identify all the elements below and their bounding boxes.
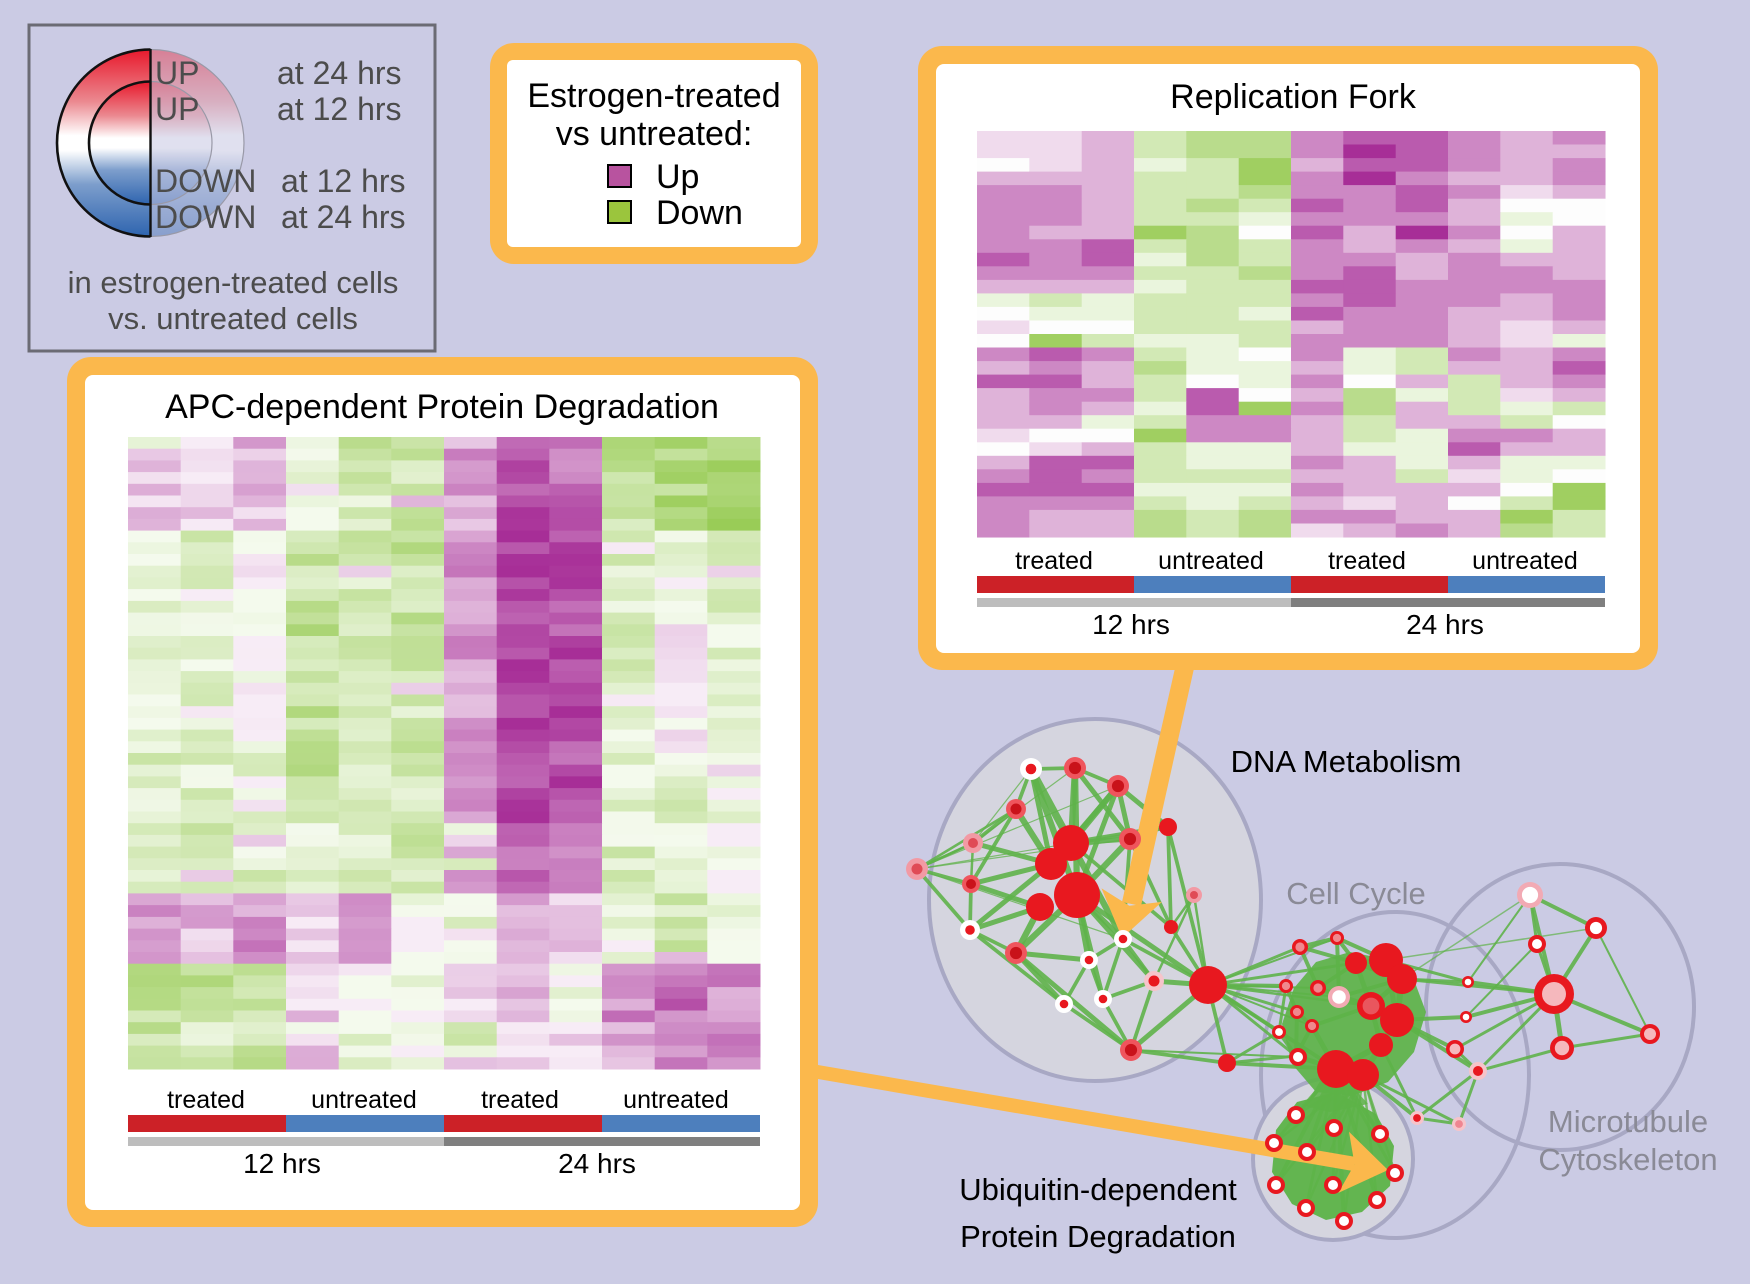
- svg-text:treated: treated: [167, 1086, 245, 1114]
- svg-text:treated: treated: [1328, 547, 1406, 575]
- svg-text:UP: UP: [155, 91, 199, 127]
- svg-text:vs. untreated cells: vs. untreated cells: [108, 301, 358, 336]
- svg-text:untreated: untreated: [1158, 547, 1264, 575]
- svg-text:24 hrs: 24 hrs: [1406, 609, 1484, 640]
- svg-text:at 12 hrs: at 12 hrs: [281, 163, 406, 199]
- svg-text:DNA Metabolism: DNA Metabolism: [1231, 744, 1462, 779]
- svg-text:Microtubule: Microtubule: [1548, 1104, 1708, 1139]
- svg-text:APC-dependent Protein Degradat: APC-dependent Protein Degradation: [165, 388, 719, 426]
- svg-text:UP: UP: [155, 55, 199, 91]
- svg-text:untreated: untreated: [623, 1086, 729, 1114]
- svg-text:Cell Cycle: Cell Cycle: [1286, 876, 1426, 911]
- svg-text:at 24 hrs: at 24 hrs: [277, 55, 402, 91]
- svg-text:vs untreated:: vs untreated:: [556, 115, 753, 153]
- svg-text:DOWN: DOWN: [155, 163, 256, 199]
- svg-text:Up: Up: [656, 158, 699, 196]
- svg-text:Cytoskeleton: Cytoskeleton: [1538, 1142, 1717, 1177]
- svg-text:Replication Fork: Replication Fork: [1170, 78, 1417, 116]
- svg-text:Estrogen-treated: Estrogen-treated: [527, 77, 780, 115]
- svg-text:treated: treated: [1015, 547, 1093, 575]
- svg-text:Protein Degradation: Protein Degradation: [960, 1219, 1236, 1254]
- svg-text:Ubiquitin-dependent: Ubiquitin-dependent: [959, 1172, 1237, 1207]
- svg-text:12 hrs: 12 hrs: [1092, 609, 1170, 640]
- svg-text:12 hrs: 12 hrs: [243, 1148, 321, 1179]
- svg-text:at 12 hrs: at 12 hrs: [277, 91, 402, 127]
- svg-text:untreated: untreated: [311, 1086, 417, 1114]
- svg-text:at 24 hrs: at 24 hrs: [281, 199, 406, 235]
- svg-text:in estrogen-treated cells: in estrogen-treated cells: [68, 265, 399, 300]
- svg-text:untreated: untreated: [1472, 547, 1578, 575]
- svg-text:24 hrs: 24 hrs: [558, 1148, 636, 1179]
- svg-text:DOWN: DOWN: [155, 199, 256, 235]
- svg-text:treated: treated: [481, 1086, 559, 1114]
- svg-text:Down: Down: [656, 194, 743, 232]
